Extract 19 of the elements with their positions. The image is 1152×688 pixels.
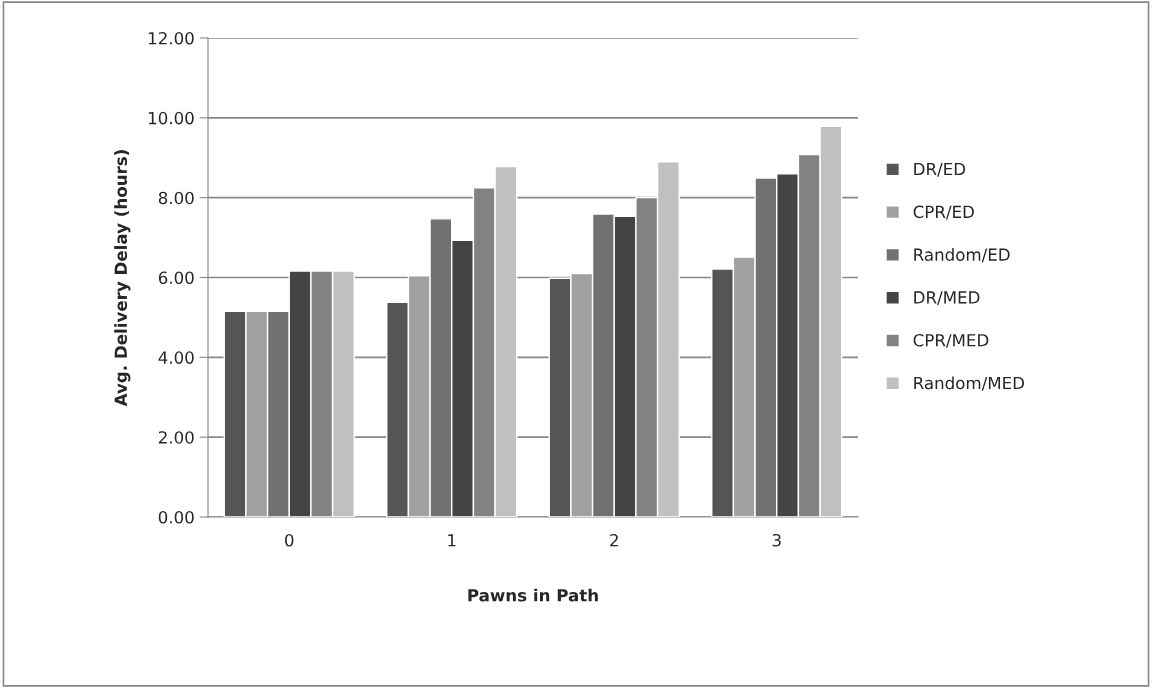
legend-label: CPR/ED <box>913 205 974 220</box>
legend-label: DR/MED <box>914 291 980 306</box>
y-axis-title: Avg. Delivery Delay (hours) <box>114 150 131 407</box>
y-tick-label: 8.00 <box>158 191 194 205</box>
y-tick-label: 12.00 <box>148 31 194 45</box>
x-tick-label: 3 <box>772 533 781 547</box>
x-tick-label: 0 <box>285 533 294 547</box>
y-tick-label: 10.00 <box>148 111 194 125</box>
y-tick-label: 4.00 <box>158 351 194 364</box>
legend-label: DR/ED <box>914 162 966 177</box>
legend-label: Random/MED <box>914 376 1025 391</box>
x-axis-title: Pawns in Path <box>468 588 598 602</box>
legend-label: CPR/MED <box>913 333 989 348</box>
legend-label: Random/ED <box>914 248 1010 263</box>
x-tick-label: 1 <box>448 534 456 547</box>
y-tick-label: 2.00 <box>158 431 194 444</box>
y-tick-label: 6.00 <box>158 271 194 285</box>
y-tick-label: 0.00 <box>158 510 194 524</box>
x-tick-label: 2 <box>610 533 618 547</box>
